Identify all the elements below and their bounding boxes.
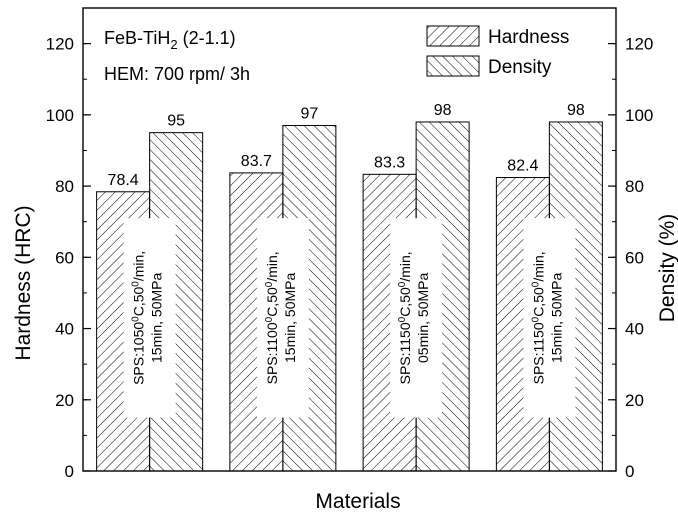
- condition-text-part: SPS:1050: [131, 322, 147, 385]
- legend: Hardness Density: [426, 25, 569, 78]
- right-tick-label: 80: [625, 177, 644, 196]
- hardness-value-label: 82.4: [507, 158, 538, 175]
- x-axis-title: Materials: [315, 490, 400, 513]
- left-tick-label: 120: [46, 35, 74, 54]
- condition-label-box: [256, 218, 309, 418]
- condition-label-box: [523, 218, 576, 418]
- condition-text-part: /min,: [530, 251, 546, 281]
- condition-label: SPS:11500C,500/min,05min, 50MPa: [397, 251, 431, 384]
- condition-text-part: /min,: [131, 251, 147, 281]
- left-y-axis-title: Hardness (HRC): [12, 205, 35, 360]
- condition-line-1: SPS:11500C,500/min,: [397, 251, 413, 384]
- condition-line-1: SPS:10500C,500/min,: [131, 251, 147, 385]
- condition-labels-layer: SPS:10500C,500/min,15min, 50MPa SPS:11000…: [123, 218, 576, 418]
- condition-label: SPS:11000C,500/min,15min, 50MPa: [264, 251, 298, 384]
- right-tick-label: 100: [625, 106, 653, 125]
- composition-subscript: 2: [170, 37, 177, 52]
- hardness-value-label: 83.7: [241, 153, 272, 170]
- degree-superscript: 0: [264, 316, 275, 322]
- left-tick-label: 100: [46, 106, 74, 125]
- right-tick-label: 120: [625, 35, 653, 54]
- hardness-value-label: 78.4: [108, 172, 139, 189]
- composition-annotation: FeB-TiH2 (2-1.1): [104, 28, 236, 52]
- right-tick-label: 20: [625, 391, 644, 410]
- condition-line-2: 15min, 50MPa: [149, 273, 165, 363]
- condition-label-box: [123, 218, 176, 418]
- degree-superscript: 0: [397, 281, 408, 287]
- right-y-axis-title: Density (%): [656, 214, 678, 323]
- composition-rest: (2-1.1): [178, 28, 236, 48]
- condition-label-box: [390, 218, 443, 418]
- density-value-label: 95: [167, 113, 185, 130]
- legend-swatch-density: [426, 55, 480, 77]
- process-annotation: HEM: 700 rpm/ 3h: [104, 64, 250, 84]
- density-value-label: 98: [567, 102, 585, 119]
- right-tick-label: 60: [625, 248, 644, 267]
- degree-superscript: 0: [397, 316, 408, 322]
- condition-text-part: SPS:1150: [530, 322, 546, 384]
- condition-label: SPS:10500C,500/min,15min, 50MPa: [131, 251, 165, 385]
- degree-superscript: 0: [131, 281, 142, 287]
- left-tick-label: 40: [55, 320, 74, 339]
- condition-text-part: C,50: [131, 286, 147, 316]
- composition-base: FeB-TiH: [104, 28, 170, 48]
- condition-label: SPS:11500C,500/min,15min, 50MPa: [530, 251, 564, 384]
- left-tick-label: 20: [55, 391, 74, 410]
- plot-frame: [82, 7, 617, 472]
- hardness-value-label: 83.3: [374, 154, 405, 171]
- condition-text-part: C,50: [264, 287, 280, 317]
- left-tick-label: 80: [55, 177, 74, 196]
- degree-superscript: 0: [264, 281, 275, 287]
- degree-superscript: 0: [530, 316, 541, 322]
- degree-superscript: 0: [530, 281, 541, 287]
- legend-swatch-hardness: [426, 25, 480, 47]
- condition-text-part: C,50: [397, 287, 413, 317]
- legend-label-hardness: Hardness: [488, 27, 569, 48]
- condition-line-1: SPS:11500C,500/min,: [530, 251, 546, 384]
- condition-text-part: SPS:1150: [397, 322, 413, 384]
- left-tick-label: 60: [55, 248, 74, 267]
- density-value-label: 98: [434, 102, 452, 119]
- condition-text-part: /min,: [264, 251, 280, 281]
- density-value-label: 97: [300, 106, 318, 123]
- condition-text-part: /min,: [397, 251, 413, 281]
- left-tick-label: 0: [65, 462, 74, 481]
- condition-text-part: C,50: [530, 287, 546, 317]
- condition-line-2: 15min, 50MPa: [282, 273, 298, 363]
- condition-line-1: SPS:11000C,500/min,: [264, 251, 280, 384]
- right-tick-label: 0: [625, 462, 634, 481]
- condition-line-2: 05min, 50MPa: [415, 273, 431, 363]
- degree-superscript: 0: [131, 316, 142, 322]
- condition-text-part: SPS:1100: [264, 322, 280, 384]
- value-labels-layer: 78.4 95 83.7 97 83.3 98 82.4 98: [108, 102, 585, 189]
- condition-line-2: 15min, 50MPa: [548, 273, 564, 363]
- legend-label-density: Density: [488, 57, 552, 78]
- right-tick-label: 40: [625, 320, 644, 339]
